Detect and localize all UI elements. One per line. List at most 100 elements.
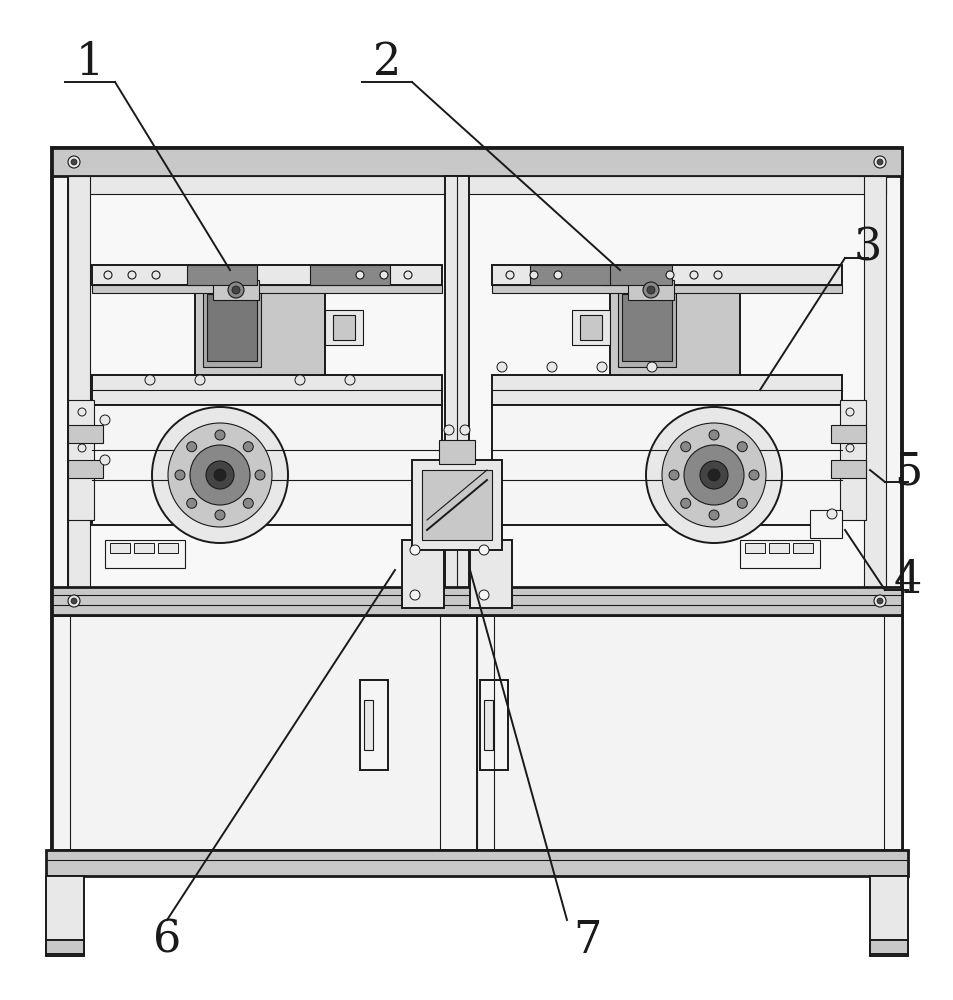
Circle shape (345, 375, 355, 385)
Bar (869, 940, 907, 954)
Bar (438, 440, 475, 464)
Circle shape (128, 271, 136, 279)
Circle shape (213, 469, 226, 481)
Bar (325, 310, 363, 345)
Bar (792, 543, 812, 553)
Bar (52, 148, 901, 176)
Circle shape (645, 407, 781, 543)
Circle shape (478, 545, 489, 555)
Bar (809, 510, 841, 538)
Circle shape (748, 470, 759, 480)
Circle shape (646, 286, 655, 294)
Circle shape (294, 375, 305, 385)
Bar (68, 176, 885, 194)
Circle shape (642, 282, 659, 298)
Bar (492, 405, 841, 525)
Bar (68, 425, 103, 443)
Bar (91, 265, 441, 285)
Circle shape (355, 271, 364, 279)
Circle shape (410, 545, 419, 555)
Circle shape (700, 461, 727, 489)
Circle shape (665, 271, 673, 279)
Text: 1: 1 (76, 40, 104, 84)
Bar (68, 176, 90, 590)
Circle shape (845, 408, 853, 416)
Bar (444, 176, 469, 590)
Circle shape (100, 455, 110, 465)
Circle shape (410, 590, 419, 600)
Circle shape (478, 590, 489, 600)
Circle shape (680, 442, 690, 452)
Bar (421, 470, 492, 540)
Circle shape (680, 498, 690, 508)
Bar (203, 288, 261, 367)
Circle shape (168, 423, 272, 527)
Bar (46, 940, 84, 954)
Bar (401, 540, 443, 608)
Circle shape (668, 470, 679, 480)
Bar (494, 615, 883, 850)
Circle shape (873, 595, 885, 607)
Bar (830, 425, 865, 443)
Circle shape (737, 442, 746, 452)
Text: 6: 6 (152, 918, 181, 962)
Circle shape (845, 444, 853, 452)
Bar (768, 543, 788, 553)
Bar (740, 540, 820, 568)
Bar (68, 400, 94, 520)
Text: 4: 4 (893, 558, 922, 602)
Circle shape (530, 271, 537, 279)
Bar (187, 265, 256, 285)
Bar (621, 294, 671, 361)
Circle shape (826, 509, 836, 519)
Circle shape (707, 469, 720, 481)
Bar (479, 680, 507, 770)
Bar (68, 176, 885, 590)
Bar (470, 540, 512, 608)
Bar (158, 543, 178, 553)
Circle shape (243, 442, 253, 452)
Bar (52, 615, 901, 850)
Bar (492, 285, 841, 293)
Text: 2: 2 (373, 40, 400, 84)
Bar (609, 280, 740, 375)
Circle shape (214, 430, 225, 440)
Circle shape (683, 445, 743, 505)
Bar (483, 700, 493, 750)
Circle shape (104, 271, 112, 279)
Circle shape (78, 444, 86, 452)
Circle shape (190, 445, 250, 505)
Bar (52, 587, 901, 615)
Circle shape (71, 598, 77, 604)
Text: 7: 7 (572, 918, 600, 962)
Circle shape (505, 271, 514, 279)
Circle shape (68, 595, 80, 607)
Circle shape (174, 470, 185, 480)
Circle shape (459, 425, 470, 435)
Bar (530, 265, 609, 285)
Bar (744, 543, 764, 553)
Circle shape (873, 156, 885, 168)
Circle shape (254, 470, 265, 480)
Bar (333, 315, 355, 340)
Bar (70, 615, 439, 850)
Bar (207, 294, 256, 361)
Circle shape (554, 271, 561, 279)
Circle shape (876, 598, 882, 604)
Circle shape (708, 430, 719, 440)
Bar (91, 375, 441, 405)
Bar (492, 265, 841, 285)
Bar (412, 460, 501, 550)
Bar (213, 280, 258, 300)
Circle shape (145, 375, 154, 385)
Bar (601, 265, 671, 285)
Circle shape (187, 442, 196, 452)
Circle shape (708, 510, 719, 520)
Circle shape (379, 271, 388, 279)
Bar (869, 876, 907, 956)
Circle shape (661, 423, 765, 527)
Circle shape (243, 498, 253, 508)
Circle shape (194, 375, 205, 385)
Circle shape (597, 362, 606, 372)
Circle shape (187, 498, 196, 508)
